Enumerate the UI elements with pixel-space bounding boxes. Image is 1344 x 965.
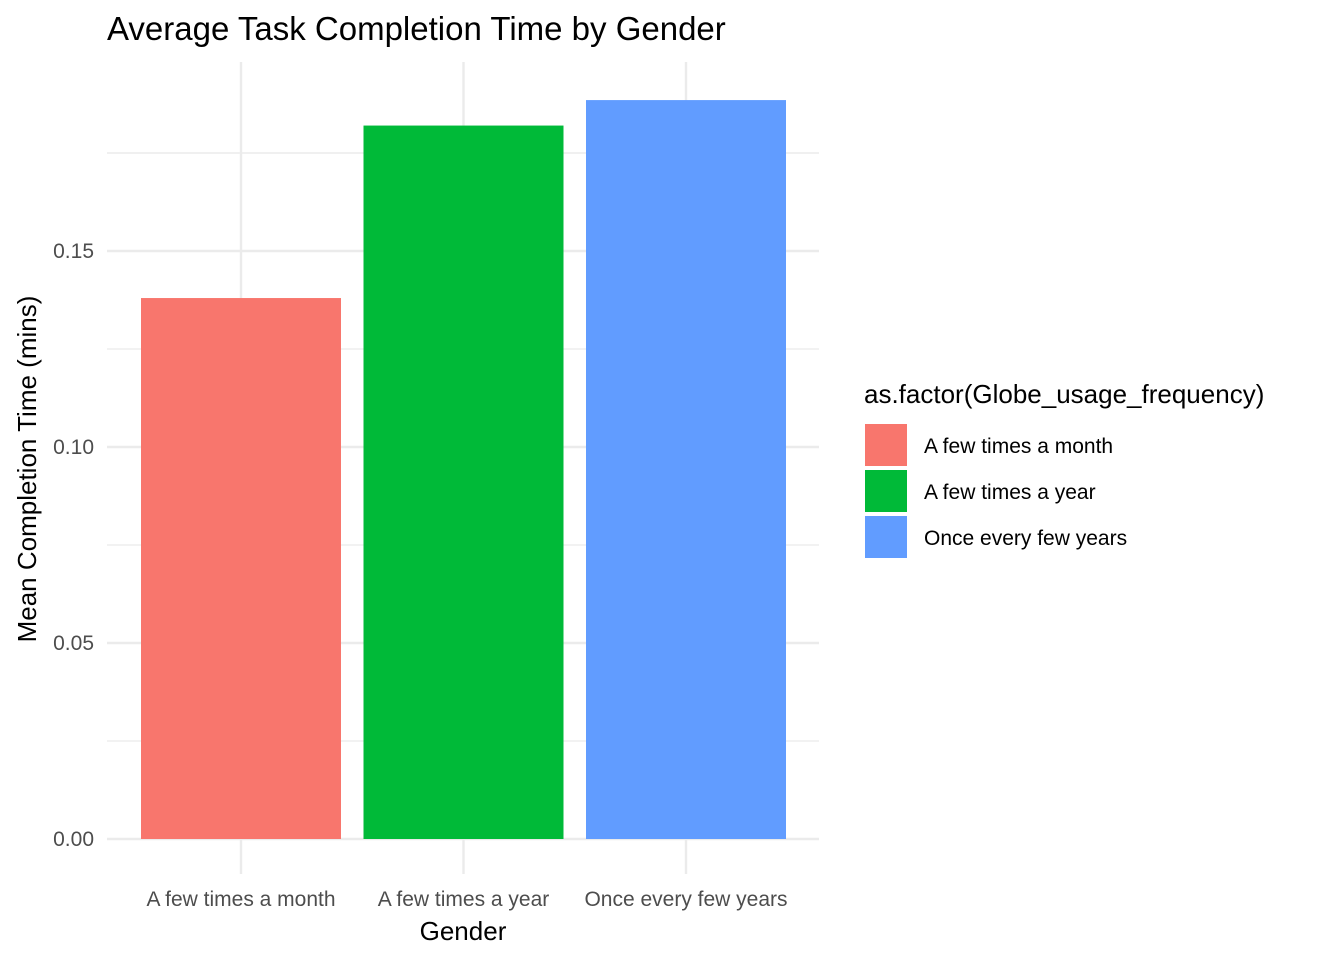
y-axis-title: Mean Completion Time (mins): [12, 296, 42, 643]
x-tick-label: A few times a year: [378, 888, 550, 911]
x-axis-title: Gender: [420, 916, 507, 946]
y-axis-ticks: 0.00 0.05 0.10 0.15: [53, 240, 94, 851]
x-axis-ticks: A few times a month A few times a year Onc…: [146, 888, 787, 911]
legend-title: as.factor(Globe_usage_frequency): [864, 379, 1264, 409]
legend-label: Once every few years: [924, 527, 1127, 550]
chart-title: Average Task Completion Time by Gender: [107, 10, 726, 47]
legend-swatch: [865, 470, 907, 512]
y-tick-label: 0.15: [53, 240, 94, 263]
legend: as.factor(Globe_usage_frequency) A few t…: [864, 379, 1264, 558]
x-tick-label: A few times a month: [146, 888, 335, 911]
bar: [363, 125, 564, 839]
bars: [141, 100, 786, 839]
y-tick-label: 0.00: [53, 828, 94, 851]
legend-label: A few times a year: [924, 481, 1096, 504]
legend-swatch: [865, 516, 907, 558]
bar: [141, 298, 341, 839]
bar: [586, 100, 786, 839]
legend-label: A few times a month: [924, 435, 1113, 458]
y-tick-label: 0.05: [53, 632, 94, 655]
x-tick-label: Once every few years: [584, 888, 787, 911]
legend-swatch: [865, 424, 907, 466]
y-tick-label: 0.10: [53, 436, 94, 459]
